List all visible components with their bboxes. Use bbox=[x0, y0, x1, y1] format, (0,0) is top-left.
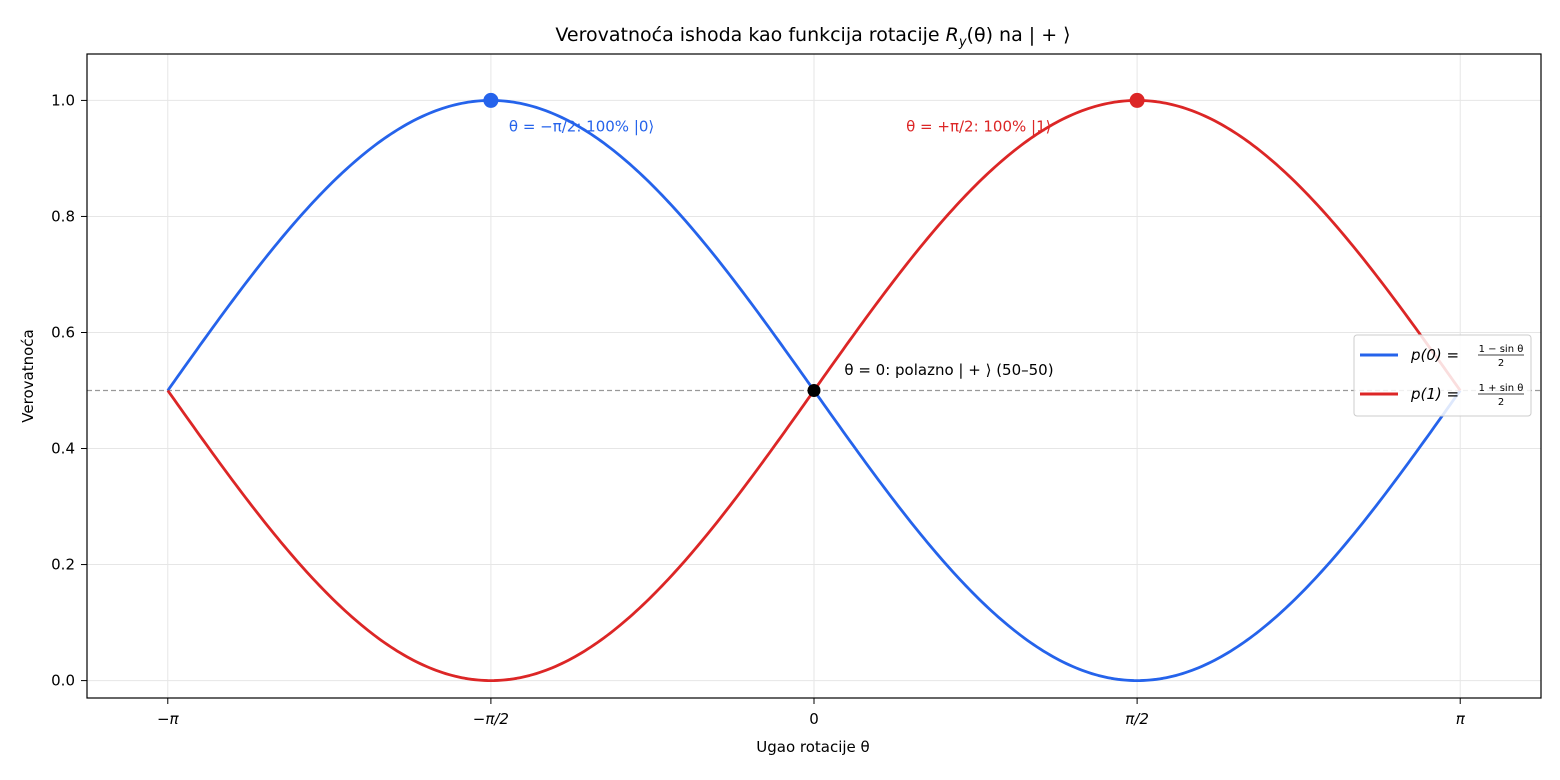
legend: p(0) = 1 − sin θ 2 p(1) = 1 + sin θ 2 bbox=[1353, 334, 1532, 417]
highlight-point-marker bbox=[1129, 92, 1145, 108]
grid-layer bbox=[87, 54, 1541, 698]
legend-frac-num-p1: 1 + sin θ bbox=[1479, 383, 1524, 394]
x-tick-label: π/2 bbox=[1125, 710, 1149, 728]
y-tick-label: 0.4 bbox=[51, 440, 75, 458]
x-tick-label: π bbox=[1456, 710, 1466, 728]
annotation-text: θ = 0: polazno | + ⟩ (50–50) bbox=[844, 361, 1053, 379]
y-tick-label: 0.6 bbox=[51, 323, 75, 341]
y-tick-label: 0.8 bbox=[51, 207, 75, 225]
marker-layer bbox=[483, 92, 1145, 398]
annotation-layer: θ = −π/2: 100% |0⟩ θ = +π/2: 100% |1⟩ θ = … bbox=[509, 118, 1054, 380]
legend-label-p0: p(0) = bbox=[1410, 346, 1459, 364]
legend-frac-den-p0: 2 bbox=[1498, 358, 1504, 369]
legend-frac-den-p1: 2 bbox=[1498, 397, 1504, 408]
y-axis-title: Verovatnoća bbox=[19, 329, 37, 422]
x-axis-ticks: −π −π/2 0 π/2 π bbox=[157, 698, 1466, 728]
y-tick-label: 0.2 bbox=[51, 556, 75, 574]
y-tick-label: 0.0 bbox=[51, 672, 75, 690]
x-tick-label: −π/2 bbox=[473, 710, 509, 728]
annotation-text: θ = −π/2: 100% |0⟩ bbox=[509, 118, 654, 136]
legend-frac-num-p0: 1 − sin θ bbox=[1479, 344, 1524, 355]
x-axis-title: Ugao rotacije θ bbox=[756, 738, 869, 756]
highlight-point-marker bbox=[807, 384, 821, 398]
y-axis-ticks: 0.0 0.2 0.4 0.6 0.8 1.0 bbox=[51, 91, 87, 690]
x-tick-label: −π bbox=[157, 710, 180, 728]
chart-title: Verovatnoća ishoda kao funkcija rotacije… bbox=[555, 24, 1070, 50]
x-tick-label: 0 bbox=[809, 710, 819, 728]
annotation-text: θ = +π/2: 100% |1⟩ bbox=[906, 118, 1051, 136]
legend-label-p1: p(1) = bbox=[1410, 385, 1459, 403]
y-tick-label: 1.0 bbox=[51, 91, 75, 109]
highlight-point-marker bbox=[483, 92, 499, 108]
